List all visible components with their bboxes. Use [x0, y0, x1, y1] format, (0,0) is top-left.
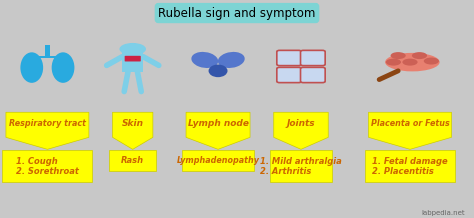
Ellipse shape — [218, 52, 245, 68]
Circle shape — [402, 59, 418, 66]
Ellipse shape — [52, 52, 74, 83]
FancyBboxPatch shape — [182, 150, 254, 171]
FancyBboxPatch shape — [2, 150, 92, 182]
Circle shape — [386, 59, 401, 66]
FancyBboxPatch shape — [270, 150, 332, 182]
FancyBboxPatch shape — [277, 67, 301, 83]
Ellipse shape — [20, 52, 43, 83]
FancyBboxPatch shape — [122, 52, 143, 72]
Text: Lymphadenopathy: Lymphadenopathy — [176, 156, 260, 165]
Text: 1. Mild arthralgia
2. Arthritis: 1. Mild arthralgia 2. Arthritis — [260, 157, 342, 176]
FancyBboxPatch shape — [125, 56, 141, 61]
Text: Rash: Rash — [121, 156, 144, 165]
FancyBboxPatch shape — [109, 150, 156, 171]
FancyBboxPatch shape — [365, 150, 455, 182]
Text: Respiratory tract: Respiratory tract — [9, 119, 86, 128]
Circle shape — [424, 58, 439, 65]
Text: 1. Cough
2. Sorethroat: 1. Cough 2. Sorethroat — [16, 157, 79, 176]
Ellipse shape — [209, 65, 228, 77]
Polygon shape — [274, 112, 328, 149]
FancyBboxPatch shape — [301, 50, 325, 66]
Text: labpedia.net: labpedia.net — [421, 210, 465, 216]
Text: Lymph node: Lymph node — [188, 119, 248, 128]
Text: Rubella sign and symptom: Rubella sign and symptom — [158, 7, 316, 20]
Circle shape — [119, 43, 146, 55]
Text: 1. Fetal damage
2. Placentitis: 1. Fetal damage 2. Placentitis — [372, 157, 448, 176]
FancyBboxPatch shape — [301, 67, 325, 83]
FancyBboxPatch shape — [277, 50, 301, 66]
Ellipse shape — [385, 53, 439, 72]
Circle shape — [412, 52, 427, 59]
Polygon shape — [6, 112, 89, 149]
Ellipse shape — [191, 52, 218, 68]
Polygon shape — [186, 112, 250, 149]
Polygon shape — [113, 112, 153, 149]
Text: Skin: Skin — [122, 119, 144, 128]
Bar — [45, 45, 50, 57]
Text: Joints: Joints — [287, 119, 315, 128]
Bar — [32, 56, 63, 58]
Polygon shape — [368, 112, 451, 149]
Text: Placenta or Fetus: Placenta or Fetus — [371, 119, 449, 128]
Circle shape — [391, 52, 406, 59]
